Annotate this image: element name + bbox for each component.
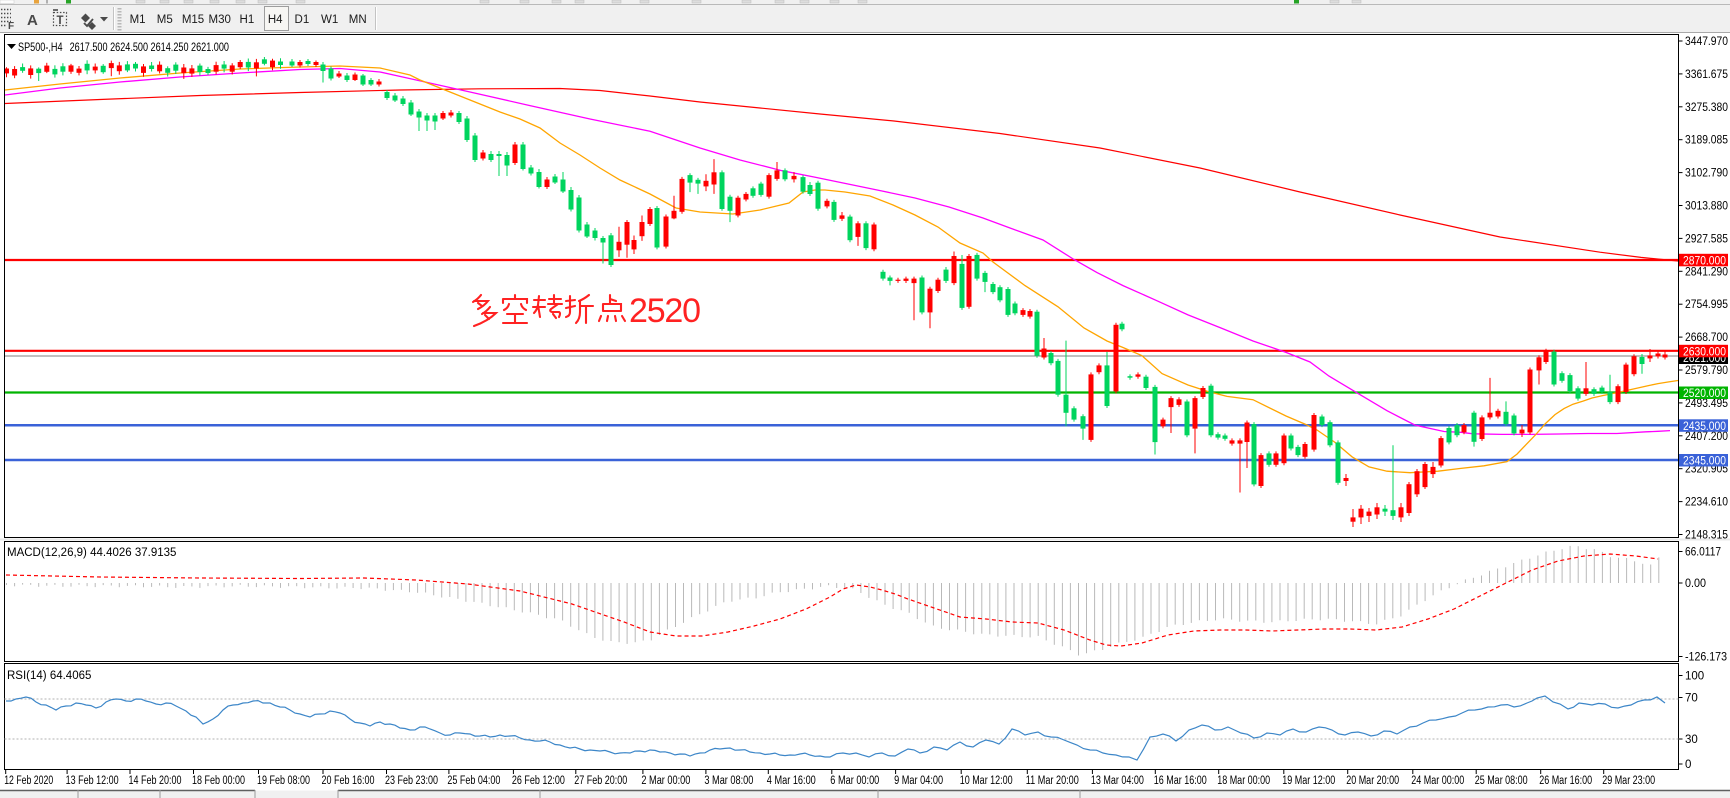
svg-text:66.0117: 66.0117 — [1685, 547, 1721, 559]
svg-text:2579.790: 2579.790 — [1685, 365, 1728, 377]
svg-text:3102.790: 3102.790 — [1685, 168, 1728, 180]
svg-text:4 Mar 16:00: 4 Mar 16:00 — [767, 775, 816, 787]
svg-text:13 Mar 04:00: 13 Mar 04:00 — [1091, 775, 1144, 787]
svg-text:25 Feb 04:00: 25 Feb 04:00 — [447, 775, 500, 787]
svg-text:24 Mar 00:00: 24 Mar 00:00 — [1411, 775, 1464, 787]
svg-text:-126.173: -126.173 — [1685, 652, 1727, 664]
svg-text:2870.000: 2870.000 — [1683, 255, 1726, 267]
svg-text:RSI(14) 64.4065: RSI(14) 64.4065 — [7, 670, 91, 682]
svg-text:27 Feb 20:00: 27 Feb 20:00 — [574, 775, 627, 787]
svg-text:25 Mar 08:00: 25 Mar 08:00 — [1475, 775, 1528, 787]
svg-text:2520.000: 2520.000 — [1683, 388, 1726, 400]
svg-text:3013.880: 3013.880 — [1685, 201, 1728, 213]
svg-text:100: 100 — [1685, 671, 1704, 683]
svg-text:2630.000: 2630.000 — [1683, 346, 1726, 358]
svg-text:23 Feb 23:00: 23 Feb 23:00 — [385, 775, 438, 787]
svg-text:18 Mar 00:00: 18 Mar 00:00 — [1217, 775, 1270, 787]
svg-text:D1: D1 — [295, 14, 310, 26]
svg-text:3 Mar 08:00: 3 Mar 08:00 — [704, 775, 753, 787]
svg-text:H1: H1 — [240, 14, 255, 26]
svg-text:2927.585: 2927.585 — [1685, 233, 1728, 245]
svg-text:M5: M5 — [157, 14, 173, 26]
svg-text:2234.610: 2234.610 — [1685, 497, 1728, 509]
svg-text:16 Mar 16:00: 16 Mar 16:00 — [1154, 775, 1207, 787]
svg-text:2520: 2520 — [629, 292, 701, 330]
svg-text:30: 30 — [1685, 734, 1698, 746]
svg-text:3361.675: 3361.675 — [1685, 69, 1728, 81]
svg-text:M1: M1 — [130, 14, 146, 26]
svg-text:6 Mar 00:00: 6 Mar 00:00 — [830, 775, 879, 787]
svg-text:2148.315: 2148.315 — [1685, 530, 1728, 542]
svg-text:2 Mar 00:00: 2 Mar 00:00 — [641, 775, 690, 787]
svg-text:H4: H4 — [268, 14, 283, 26]
svg-text:3189.085: 3189.085 — [1685, 135, 1728, 147]
svg-text:19 Feb 08:00: 19 Feb 08:00 — [257, 775, 310, 787]
svg-text:2407.200: 2407.200 — [1685, 431, 1728, 443]
svg-text:29 Mar 23:00: 29 Mar 23:00 — [1602, 775, 1655, 787]
svg-text:2841.290: 2841.290 — [1685, 266, 1728, 278]
svg-text:70: 70 — [1685, 693, 1698, 705]
svg-text:3275.380: 3275.380 — [1685, 102, 1728, 114]
svg-text:11 Mar 20:00: 11 Mar 20:00 — [1026, 775, 1079, 787]
svg-text:SP500-,H4 2617.500 2624.500 2: SP500-,H4 2617.500 2624.500 2614.250 262… — [18, 40, 229, 54]
svg-text:2754.995: 2754.995 — [1685, 299, 1728, 311]
svg-text:2668.700: 2668.700 — [1685, 332, 1728, 344]
svg-text:MN: MN — [349, 14, 367, 26]
svg-text:M30: M30 — [209, 14, 231, 26]
svg-text:2345.000: 2345.000 — [1683, 456, 1726, 468]
svg-text:26 Feb 12:00: 26 Feb 12:00 — [512, 775, 565, 787]
svg-text:2493.495: 2493.495 — [1685, 398, 1728, 410]
svg-text:2435.000: 2435.000 — [1683, 421, 1726, 433]
svg-text:12 Feb 2020: 12 Feb 2020 — [4, 775, 53, 787]
svg-text:T: T — [57, 15, 64, 27]
svg-text:18 Feb 00:00: 18 Feb 00:00 — [192, 775, 245, 787]
svg-text:13 Feb 12:00: 13 Feb 12:00 — [66, 775, 119, 787]
svg-text:MACD(12,26,9) 44.4026 37.9135: MACD(12,26,9) 44.4026 37.9135 — [7, 547, 176, 559]
svg-text:14 Feb 20:00: 14 Feb 20:00 — [129, 775, 182, 787]
svg-text:0: 0 — [1685, 759, 1691, 771]
svg-text:W1: W1 — [321, 14, 338, 26]
svg-text:10 Mar 12:00: 10 Mar 12:00 — [960, 775, 1013, 787]
svg-text:A: A — [27, 12, 38, 29]
svg-text:9 Mar 04:00: 9 Mar 04:00 — [894, 775, 943, 787]
svg-text:F: F — [8, 21, 14, 32]
svg-text:26 Mar 16:00: 26 Mar 16:00 — [1539, 775, 1592, 787]
svg-text:0.00: 0.00 — [1685, 578, 1706, 590]
svg-text:19 Mar 12:00: 19 Mar 12:00 — [1282, 775, 1335, 787]
svg-text:2320.905: 2320.905 — [1685, 464, 1728, 476]
svg-text:3447.970: 3447.970 — [1685, 36, 1728, 48]
svg-text:20 Mar 20:00: 20 Mar 20:00 — [1346, 775, 1399, 787]
svg-text:20 Feb 16:00: 20 Feb 16:00 — [322, 775, 375, 787]
svg-text:M15: M15 — [182, 14, 204, 26]
